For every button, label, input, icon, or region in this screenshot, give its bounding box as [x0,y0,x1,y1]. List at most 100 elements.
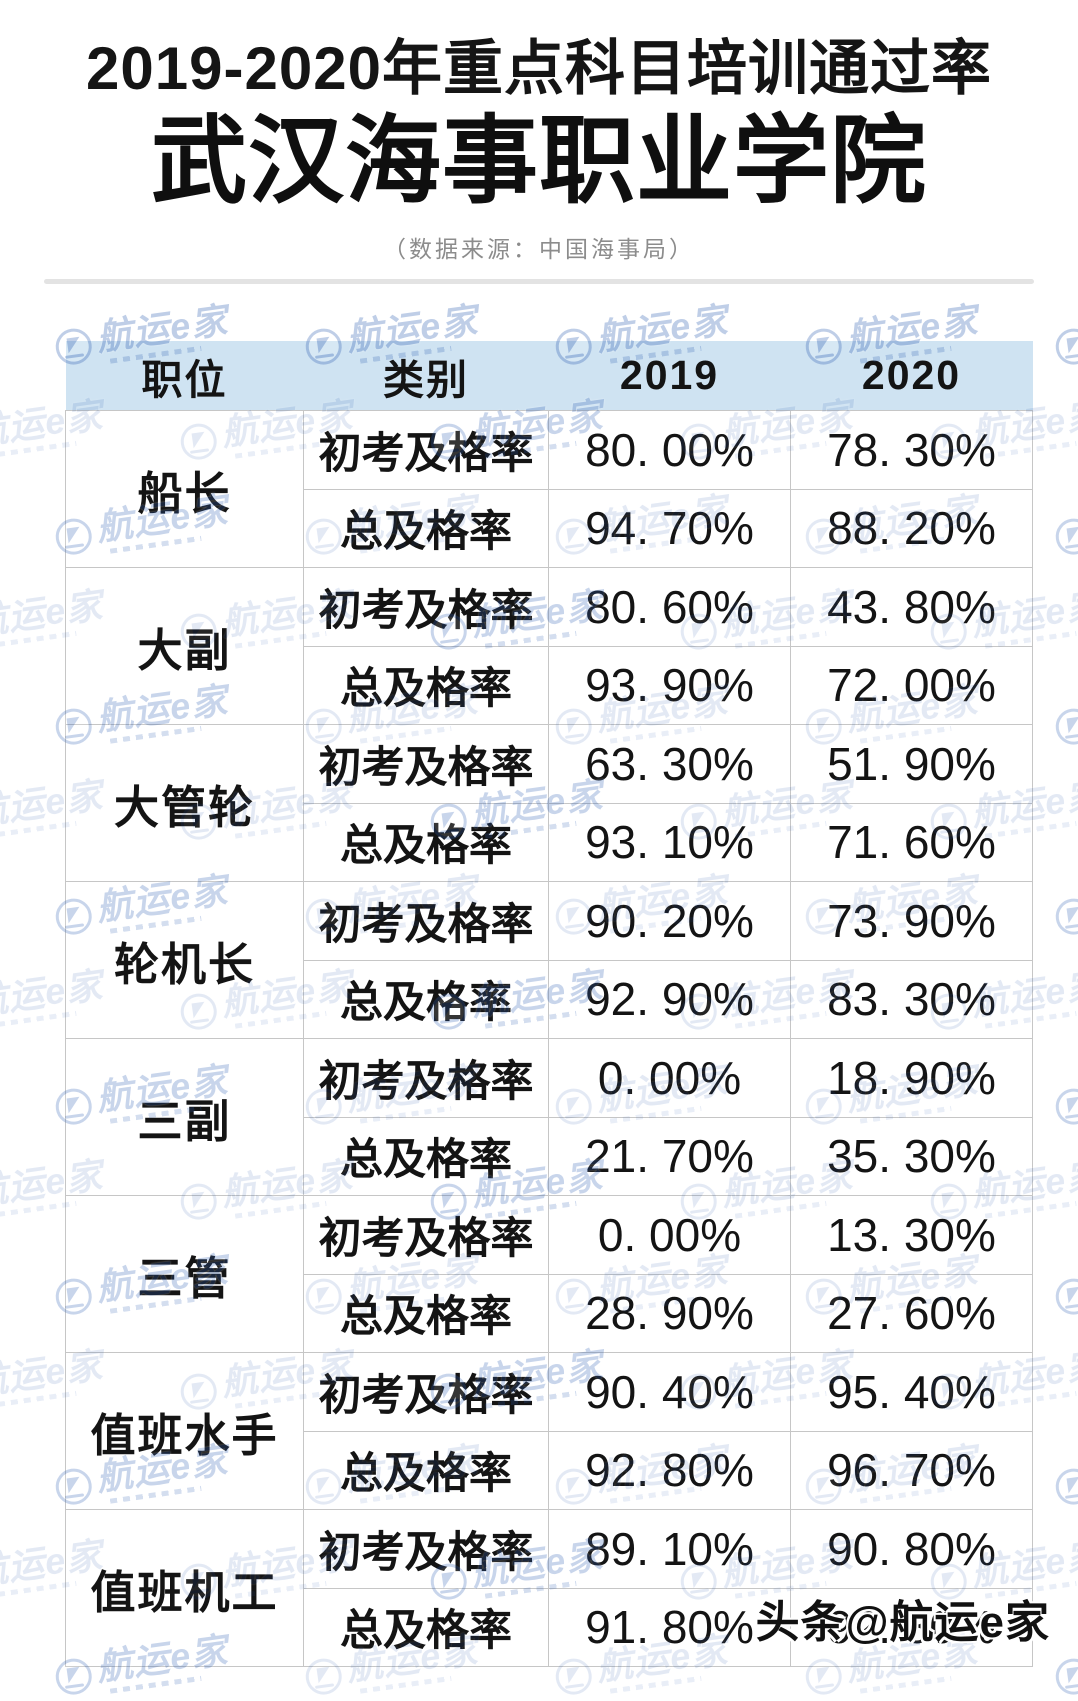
watermark-stamp: 航运e家 [1053,1442,1078,1511]
category-cell: 初考及格率 [303,410,549,490]
value-cell-2019: 63. 30% [548,724,791,804]
category-cell: 初考及格率 [303,1509,549,1589]
table-row: 总及格率 92. 80% 96. 70% [66,1430,1033,1510]
table-row: 值班机工 初考及格率 89. 10% 90. 80% [65,1509,1033,1667]
value-cell-2020: 95. 40% [790,1352,1033,1432]
value-cell-2019: 94. 70% [548,488,791,568]
column-header-position: 职位 [65,341,304,411]
table-row: 值班水手 初考及格率 90. 40% 95. 40% [65,1352,1033,1510]
category-cell: 总及格率 [303,959,549,1039]
value-cell-2020: 96. 70% [790,1430,1033,1510]
value-cell-2020: 18. 90% [790,1038,1033,1118]
value-cell-2019: 92. 80% [548,1430,791,1510]
position-cell: 值班水手 [65,1352,304,1510]
sailboat-logo-icon [1053,1655,1078,1697]
table-row: 船长 初考及格率 80. 00% 78. 30% [65,410,1033,568]
sailboat-logo-icon [1053,1275,1078,1317]
category-cell: 总及格率 [303,488,549,568]
table-row: 总及格率 94. 70% 88. 20% [66,488,1033,568]
category-cell: 总及格率 [303,645,549,725]
sailboat-logo-icon [1053,515,1078,557]
sailboat-logo-icon [1053,1085,1078,1127]
value-cell-2020: 72. 00% [790,645,1033,725]
table-row: 大管轮 初考及格率 63. 30% 51. 90% [65,724,1033,882]
category-cell: 初考及格率 [303,1195,549,1275]
watermark-stamp: 航运e家 [1053,1062,1078,1131]
category-cell: 总及格率 [303,1273,549,1353]
watermark-stamp: 航运e家 [1053,872,1078,941]
position-cell: 三副 [65,1038,304,1196]
value-cell-2019: 80. 60% [548,567,791,647]
position-cell: 船长 [65,410,304,568]
divider-line [44,278,1034,284]
watermark-subtext-decoration [609,1675,702,1694]
value-cell-2020: 90. 80% [790,1509,1033,1589]
value-cell-2020: 43. 80% [790,567,1033,647]
column-header-2019: 2019 [548,341,791,411]
pass-rate-table-container: 职位 类别 2019 2020 船长 初考及格率 80. 00% 78. 30%… [65,341,1033,1667]
value-cell-2019: 0. 00% [548,1038,791,1118]
category-cell: 总及格率 [303,1430,549,1510]
table-row: 总及格率 92. 90% 83. 30% [66,959,1033,1039]
value-cell-2019: 89. 10% [548,1509,791,1589]
category-cell: 总及格率 [303,1587,549,1667]
table-row: 三管 初考及格率 0. 00% 13. 30% [65,1195,1033,1353]
value-cell-2020: 88. 20% [790,488,1033,568]
watermark-stamp: 航运e家 [1053,492,1078,561]
value-cell-2020: 51. 90% [790,724,1033,804]
sailboat-logo-icon [1053,325,1078,367]
value-cell-2019: 91. 80% [548,1587,791,1667]
value-cell-2019: 28. 90% [548,1273,791,1353]
table-row: 三副 初考及格率 0. 00% 18. 90% [65,1038,1033,1196]
watermark-stamp: 航运e家 [1053,1252,1078,1321]
category-cell: 初考及格率 [303,1038,549,1118]
table-row: 大副 初考及格率 80. 60% 43. 80% [65,567,1033,725]
watermark-stamp: 航运e家 [1053,682,1078,751]
value-cell-2019: 93. 10% [548,802,791,882]
watermark-stamp: 航运e家 [1053,302,1078,371]
data-source-subtitle: （数据来源：中国海事局） [383,235,695,262]
value-cell-2020: 73. 90% [790,881,1033,961]
infographic-page: { "page": { "title_line1": "2019-2020年重点… [0,35,1078,1697]
category-cell: 总及格率 [303,1116,549,1196]
sailboat-logo-icon [1053,705,1078,747]
value-cell-2019: 92. 90% [548,959,791,1039]
position-cell: 值班机工 [65,1509,304,1667]
pass-rate-table: 职位 类别 2019 2020 船长 初考及格率 80. 00% 78. 30%… [65,341,1033,1667]
value-cell-2020: 13. 30% [790,1195,1033,1275]
toutiao-credit: 头条@航运e家 [755,1598,1050,1647]
category-cell: 初考及格率 [303,881,549,961]
position-cell: 轮机长 [65,881,304,1039]
sailboat-logo-icon [1053,1465,1078,1507]
value-cell-2020: 83. 30% [790,959,1033,1039]
header-row: 职位 类别 2019 2020 [65,341,1033,411]
value-cell-2020: 78. 30% [790,410,1033,490]
category-cell: 总及格率 [303,802,549,882]
position-cell: 大管轮 [65,724,304,882]
page-title-line2: 武汉海事职业学院 [151,108,927,215]
category-cell: 初考及格率 [303,724,549,804]
value-cell-2019: 90. 20% [548,881,791,961]
position-cell: 大副 [65,567,304,725]
page-title-line1: 2019-2020年重点科目培训通过率 [86,35,992,102]
value-cell-2019: 93. 90% [548,645,791,725]
table-row: 轮机长 初考及格率 90. 20% 73. 90% [65,881,1033,1039]
value-cell-2019: 0. 00% [548,1195,791,1275]
value-cell-2019: 80. 00% [548,410,791,490]
watermark-stamp: 航运e家 [1053,1632,1078,1701]
column-header-2020: 2020 [790,341,1033,411]
watermark-subtext-decoration [109,1675,202,1694]
column-header-category: 类别 [303,341,549,411]
value-cell-2019: 21. 70% [548,1116,791,1196]
category-cell: 初考及格率 [303,567,549,647]
value-cell-2020: 71. 60% [790,802,1033,882]
value-cell-2019: 90. 40% [548,1352,791,1432]
sailboat-logo-icon [1053,895,1078,937]
table-row: 总及格率 21. 70% 35. 30% [66,1116,1033,1196]
watermark-subtext-decoration [859,1675,952,1694]
table-row: 总及格率 93. 10% 71. 60% [66,802,1033,882]
table-row: 总及格率 28. 90% 27. 60% [66,1273,1033,1353]
watermark-subtext-decoration [359,1675,452,1694]
value-cell-2020: 35. 30% [790,1116,1033,1196]
position-cell: 三管 [65,1195,304,1353]
